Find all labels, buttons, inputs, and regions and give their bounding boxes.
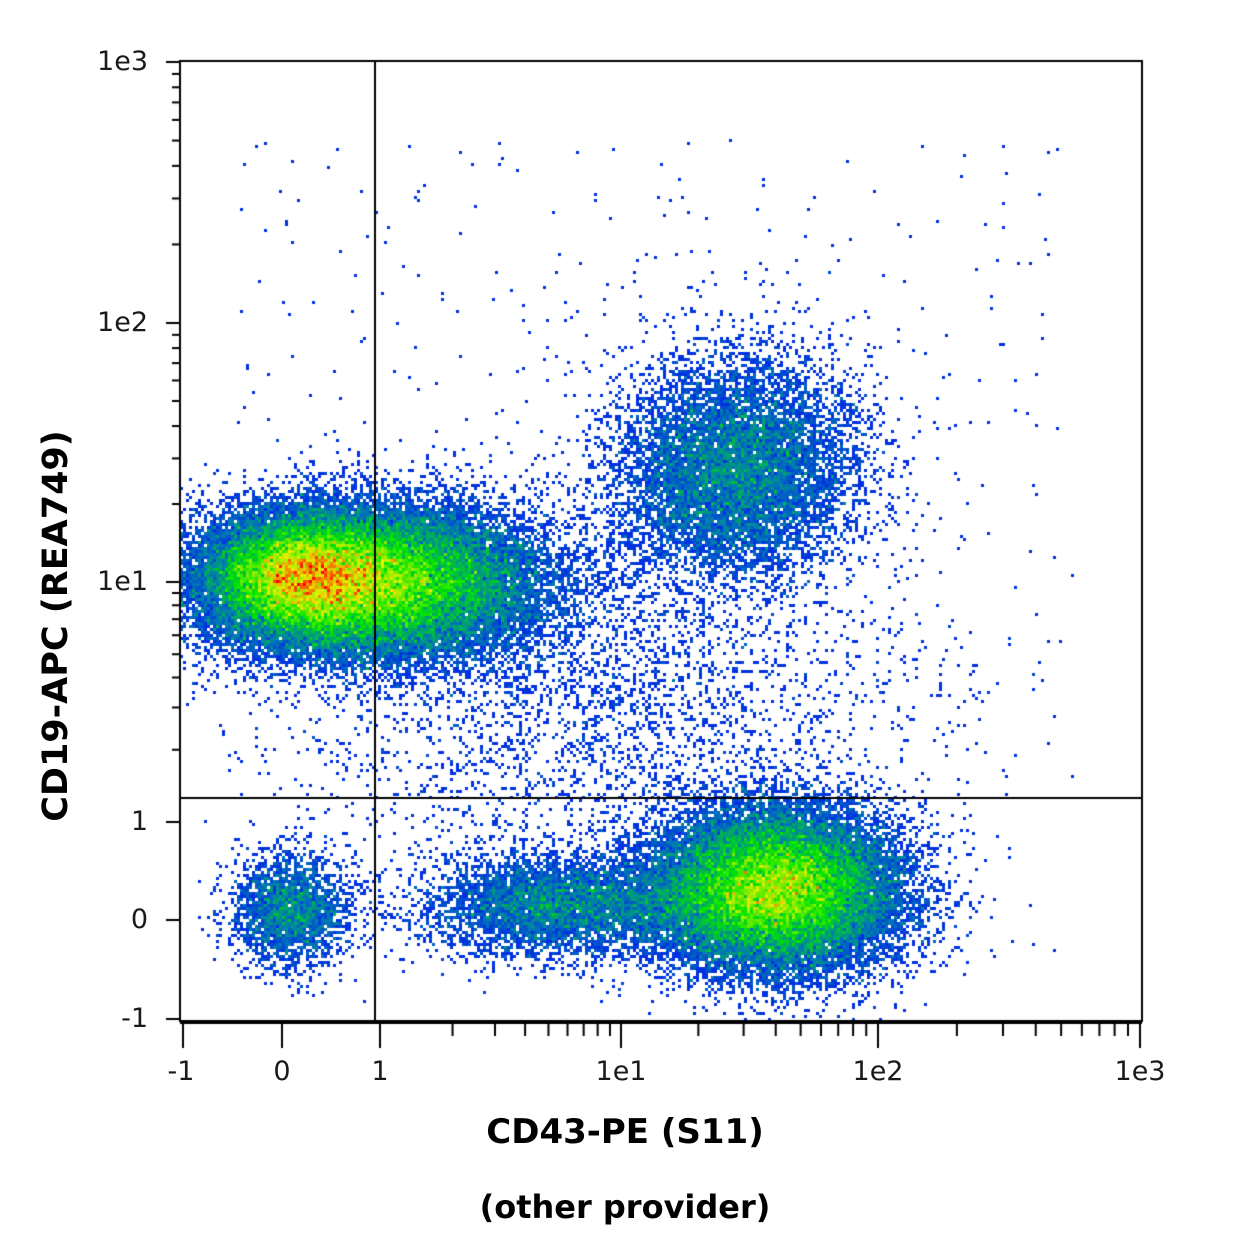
- x-axis-subtitle: (other provider): [479, 1188, 771, 1226]
- x-tick-label: 1e1: [595, 1056, 647, 1087]
- x-axis-title: CD43-PE (S11): [486, 1112, 764, 1152]
- y-tick-label: 0: [130, 904, 148, 935]
- y-tick-label: 1: [130, 806, 148, 837]
- x-tick-label: -1: [167, 1056, 195, 1087]
- x-tick-label: 0: [273, 1056, 291, 1087]
- y-axis-title: CD19-APC (REA749): [36, 430, 76, 822]
- x-tick-label: 1e3: [1114, 1056, 1166, 1087]
- x-tick-label: 1e2: [852, 1056, 904, 1087]
- y-tick-label: -1: [121, 1003, 148, 1034]
- y-tick-label: 1e2: [97, 307, 148, 338]
- x-tick-label: 1: [371, 1056, 389, 1087]
- y-tick-label: 1e1: [97, 566, 148, 597]
- y-tick-label: 1e3: [97, 46, 148, 77]
